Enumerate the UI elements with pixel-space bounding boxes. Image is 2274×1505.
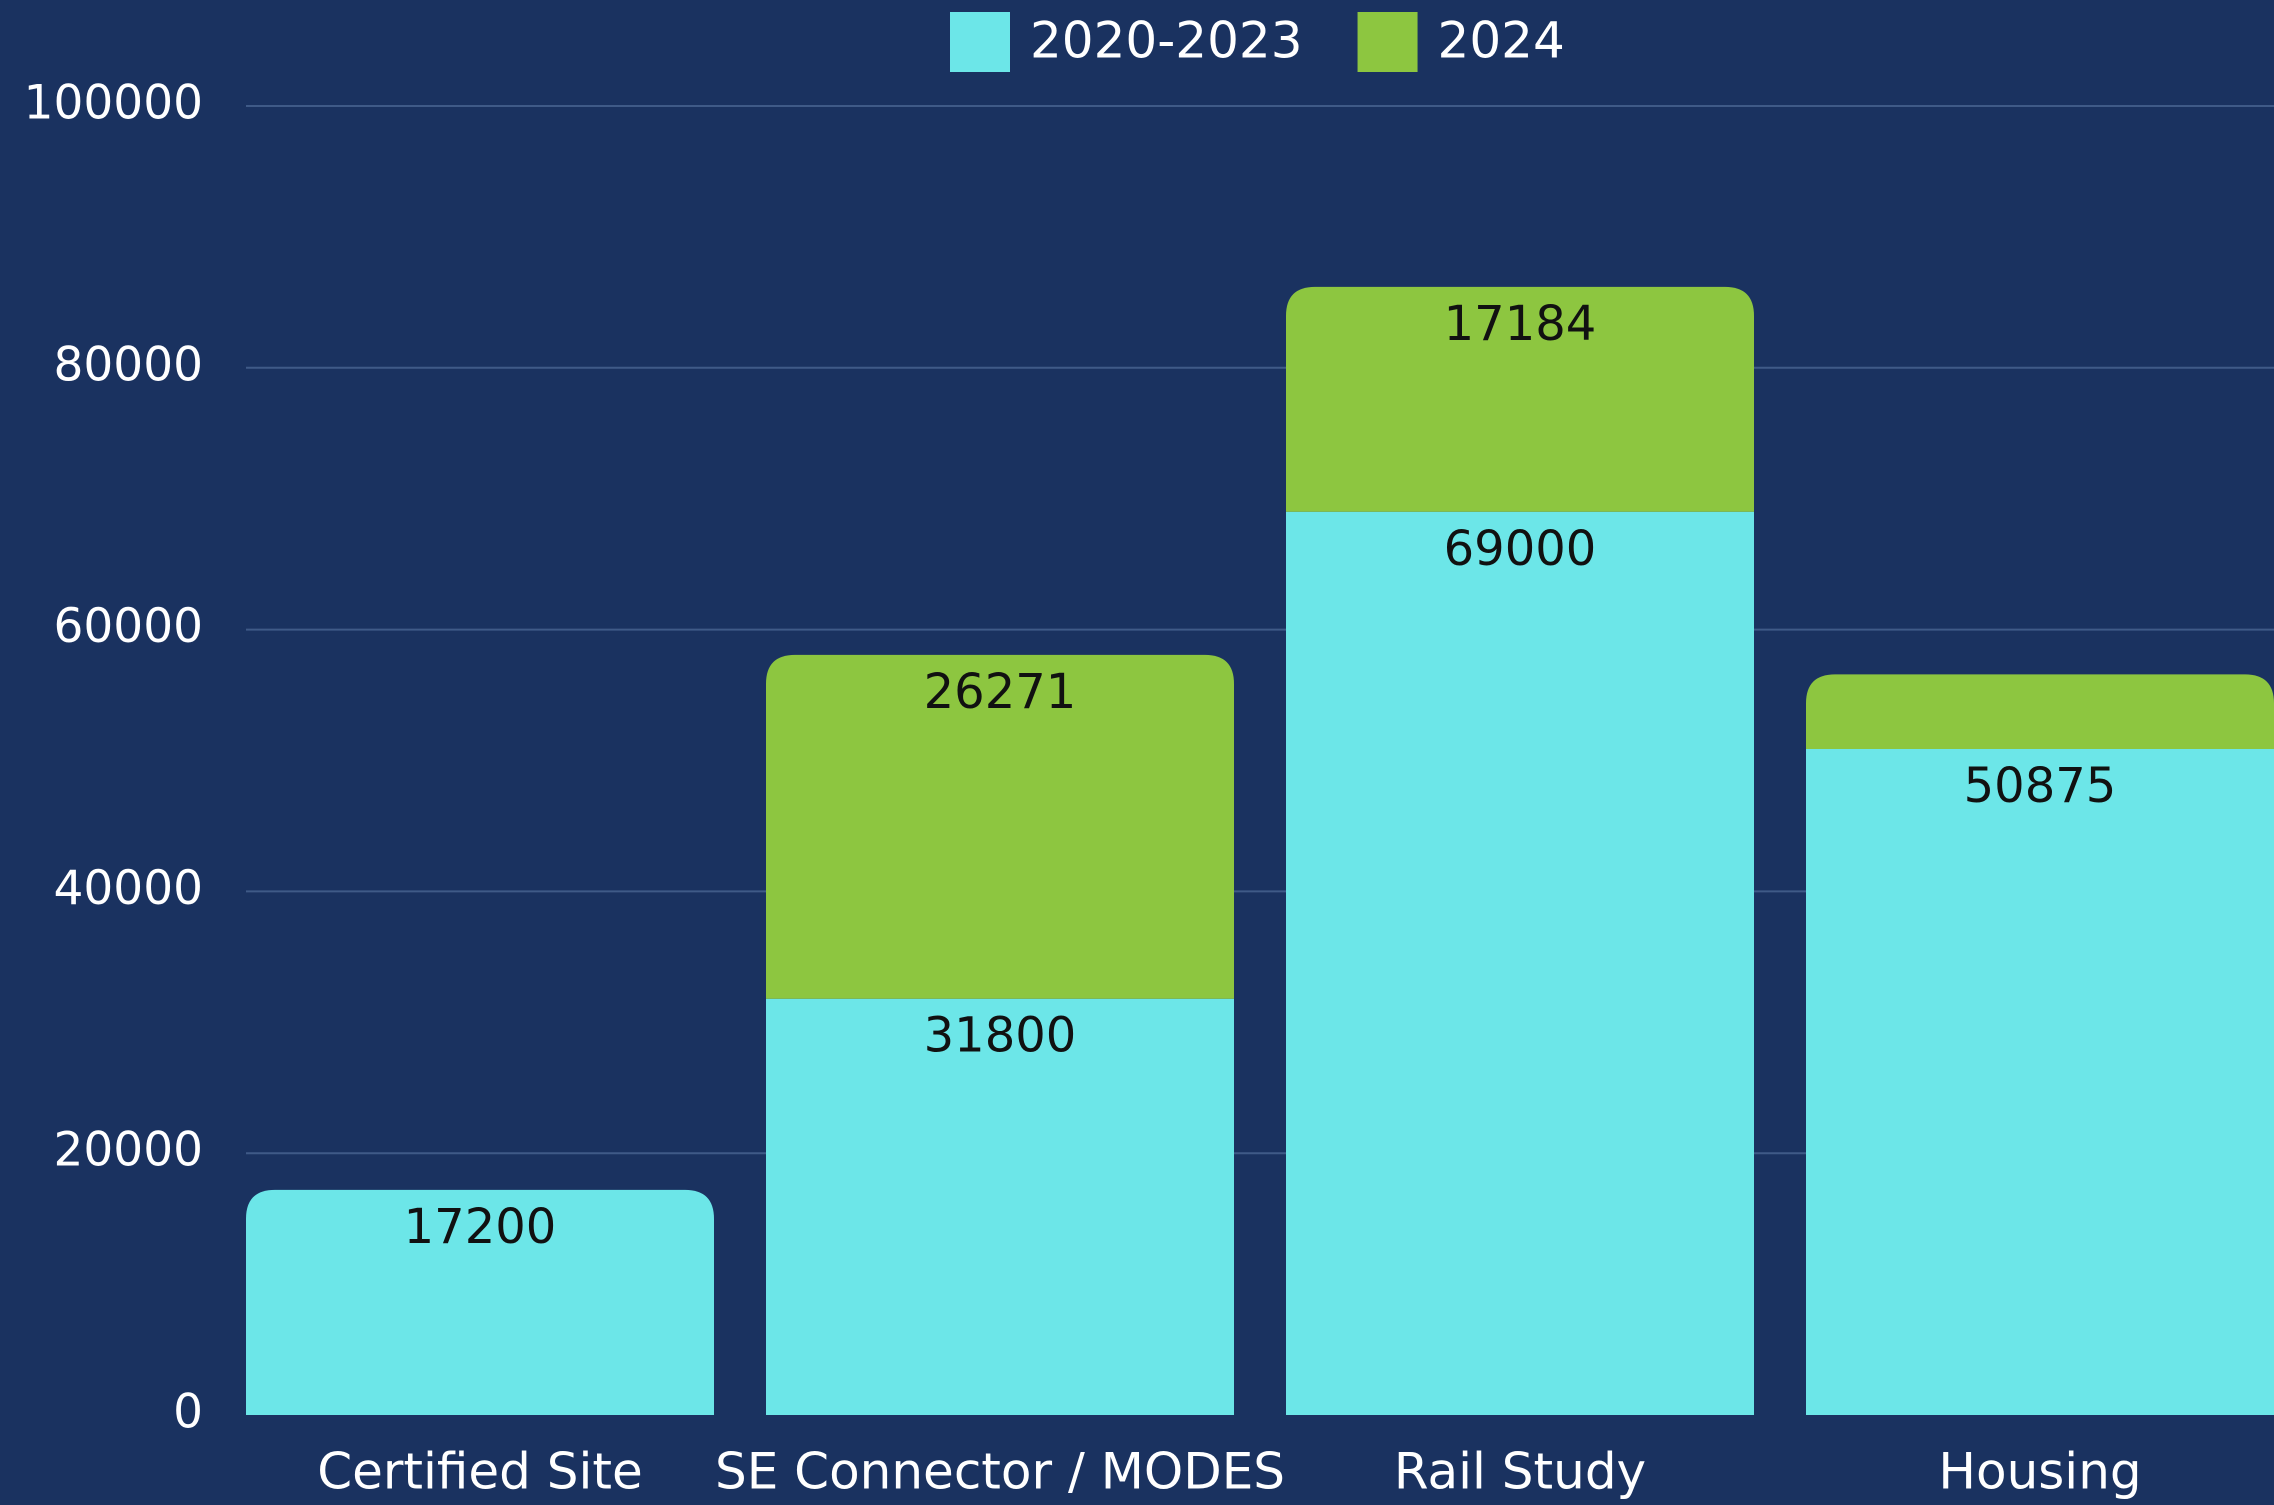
data-label: 17200 [404, 1199, 557, 1255]
bar-segment [1806, 674, 2274, 750]
data-label: 50875 [1964, 758, 2117, 814]
x-tick-label: Certified Site [317, 1443, 643, 1501]
bar-segment [246, 1189, 714, 1415]
y-tick-label: 40000 [53, 861, 203, 916]
legend-swatch [950, 12, 1010, 72]
y-tick-label: 0 [173, 1385, 203, 1440]
bar-segment [766, 998, 1234, 1415]
bar-segment [1806, 749, 2274, 1415]
x-tick-label: Housing [1938, 1443, 2141, 1501]
data-label: 26271 [924, 664, 1077, 720]
data-label: 69000 [1444, 521, 1597, 577]
x-tick-label: SE Connector / MODES [715, 1443, 1285, 1501]
y-tick-label: 80000 [53, 337, 203, 392]
data-label: 17184 [1444, 296, 1597, 352]
bar-segment [766, 654, 1234, 999]
bar-segment [1286, 511, 1754, 1415]
y-tick-label: 20000 [53, 1123, 203, 1178]
y-tick-label: 100000 [24, 76, 203, 131]
legend-label: 2024 [1438, 12, 1565, 70]
legend-swatch [1357, 12, 1418, 72]
y-tick-label: 60000 [53, 599, 203, 654]
x-tick-label: Rail Study [1394, 1443, 1646, 1501]
data-label: 31800 [924, 1008, 1077, 1064]
bar-segment [1286, 286, 1754, 512]
legend-label: 2020-2023 [1030, 12, 1303, 70]
